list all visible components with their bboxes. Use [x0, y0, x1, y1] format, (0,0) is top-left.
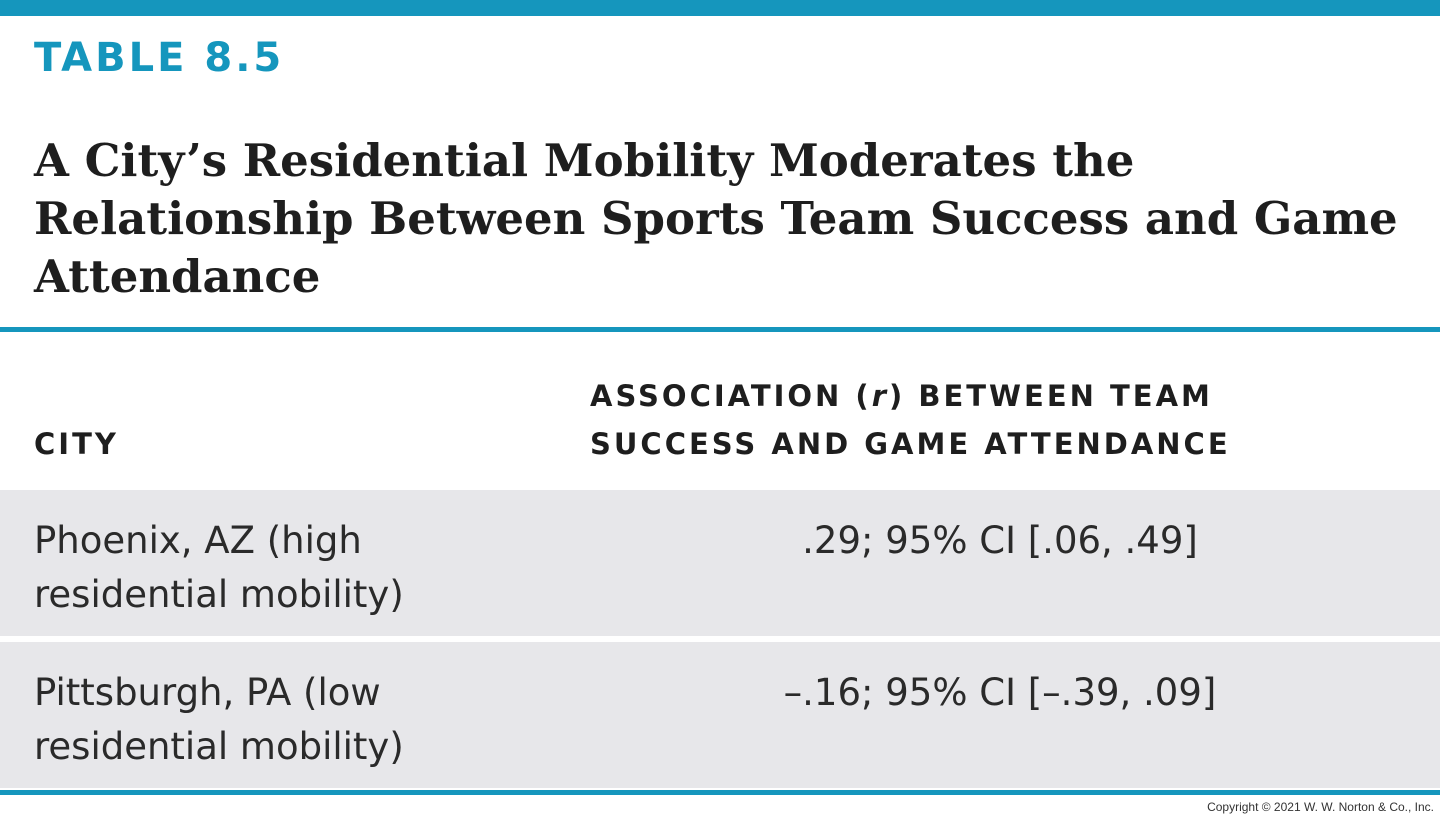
copyright-notice: Copyright © 2021 W. W. Norton & Co., Inc… — [1207, 800, 1434, 814]
top-accent-bar — [0, 0, 1440, 16]
bottom-divider — [0, 790, 1440, 795]
column-header-r-symbol: r — [871, 379, 889, 413]
table-row-phoenix: Phoenix, AZ (high residential mobility) … — [0, 490, 1440, 636]
column-header-city: CITY — [34, 427, 119, 461]
column-header-association: ASSOCIATION (r) BETWEEN TEAM SUCCESS AND… — [590, 372, 1390, 468]
column-header-association-suffix: ) BETWEEN TEAM SUCCESS AND GAME ATTENDAN… — [590, 379, 1231, 461]
association-cell: .29; 95% CI [.06, .49] — [802, 519, 1198, 562]
city-cell: Pittsburgh, PA (low residential mobility… — [34, 671, 404, 768]
column-header-association-prefix: ASSOCIATION ( — [590, 379, 872, 413]
table-row-pittsburgh: Pittsburgh, PA (low residential mobility… — [0, 642, 1440, 788]
table-title: A City’s Residential Mobility Moderates … — [34, 134, 1398, 303]
table-label: TABLE 8.5 — [34, 35, 285, 81]
association-cell: –.16; 95% CI [–.39, .09] — [783, 671, 1217, 714]
city-cell: Phoenix, AZ (high residential mobility) — [34, 519, 404, 616]
title-divider — [0, 327, 1440, 332]
